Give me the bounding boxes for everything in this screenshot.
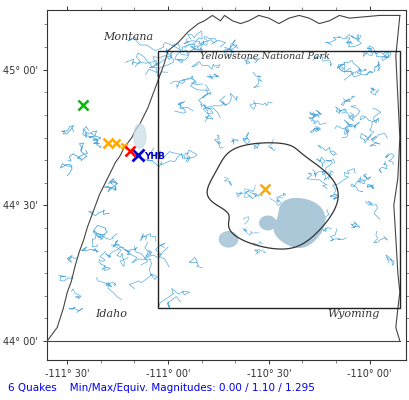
Text: Idaho: Idaho bbox=[95, 309, 127, 319]
Bar bbox=[157, 51, 399, 308]
Text: 6 Quakes    Min/Max/Equiv. Magnitudes: 0.00 / 1.10 / 1.295: 6 Quakes Min/Max/Equiv. Magnitudes: 0.00… bbox=[8, 383, 314, 393]
Polygon shape bbox=[259, 216, 275, 230]
Polygon shape bbox=[219, 232, 237, 247]
Text: Montana: Montana bbox=[103, 32, 153, 42]
Text: Yellowstone National Park: Yellowstone National Park bbox=[200, 52, 329, 61]
Text: YHB: YHB bbox=[144, 152, 164, 161]
Text: Wyoming: Wyoming bbox=[326, 309, 379, 319]
Polygon shape bbox=[133, 124, 146, 148]
Polygon shape bbox=[274, 199, 324, 247]
